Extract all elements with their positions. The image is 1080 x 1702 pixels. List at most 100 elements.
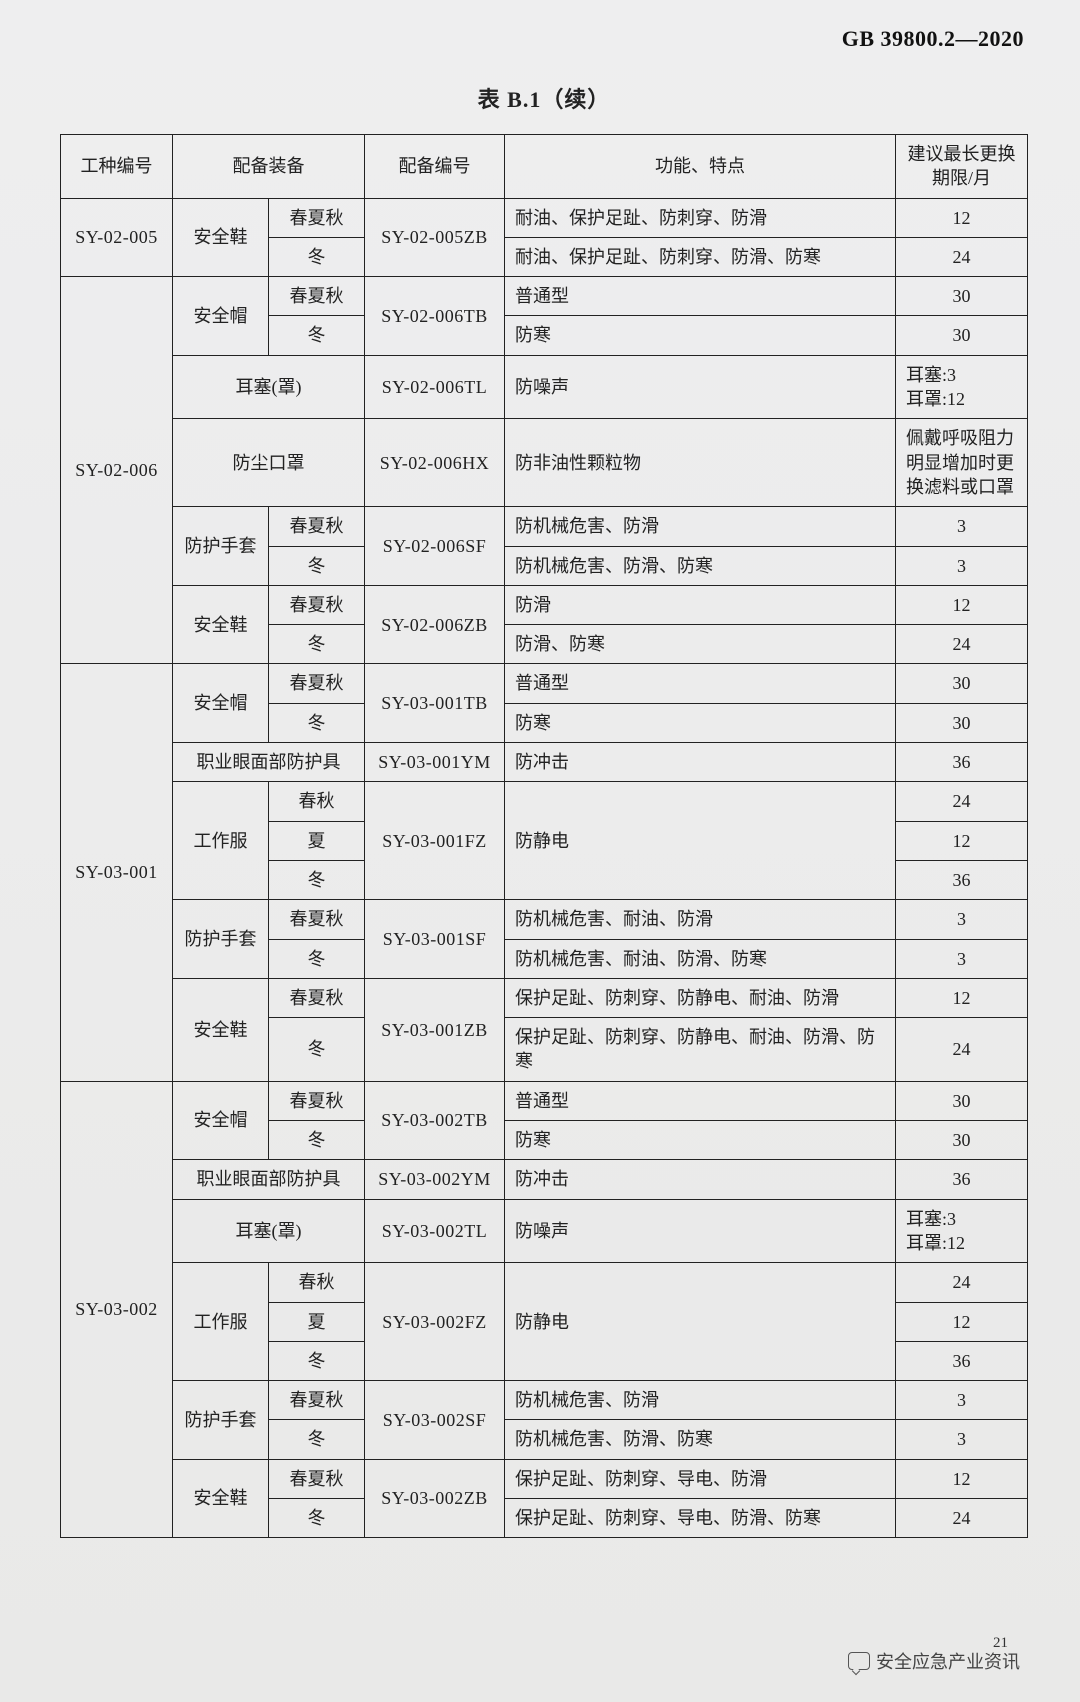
cell-equipment: 防护手套 (173, 507, 269, 586)
cell-period: 佩戴呼吸阻力明显增加时更换滤料或口罩 (896, 419, 1028, 507)
cell-season: 春夏秋 (269, 507, 365, 546)
cell-period: 30 (896, 277, 1028, 316)
th-period: 建议最长更换期限/月 (896, 135, 1028, 199)
wechat-icon (848, 1652, 870, 1670)
cell-feature: 防冲击 (505, 743, 896, 782)
cell-equipment: 防尘口罩 (173, 419, 365, 507)
cell-period: 24 (896, 1498, 1028, 1537)
cell-period: 36 (896, 743, 1028, 782)
cell-equip-code: SY-03-002FZ (365, 1263, 505, 1381)
cell-period: 12 (896, 585, 1028, 624)
cell-feature: 防机械危害、防滑 (505, 507, 896, 546)
cell-equipment: 工作服 (173, 782, 269, 900)
cell-season: 春秋 (269, 782, 365, 821)
cell-period: 24 (896, 1018, 1028, 1082)
cell-feature: 防滑、防寒 (505, 625, 896, 664)
cell-period: 3 (896, 1420, 1028, 1459)
table-row: SY-03-001安全帽春夏秋SY-03-001TB普通型30 (61, 664, 1028, 703)
cell-period: 24 (896, 782, 1028, 821)
cell-feature: 防冲击 (505, 1160, 896, 1199)
table-row: 安全鞋春夏秋SY-03-002ZB保护足趾、防刺穿、导电、防滑12 (61, 1459, 1028, 1498)
cell-season: 冬 (269, 237, 365, 276)
cell-season: 春秋 (269, 1263, 365, 1302)
cell-season: 春夏秋 (269, 664, 365, 703)
cell-equipment: 安全帽 (173, 664, 269, 743)
th-feature: 功能、特点 (505, 135, 896, 199)
cell-equip-code: SY-03-002ZB (365, 1459, 505, 1538)
cell-equipment: 安全帽 (173, 277, 269, 356)
cell-season: 冬 (269, 625, 365, 664)
cell-equip-code: SY-02-006TB (365, 277, 505, 356)
cell-feature: 防静电 (505, 1263, 896, 1381)
cell-period: 3 (896, 900, 1028, 939)
cell-feature: 普通型 (505, 664, 896, 703)
cell-feature: 防寒 (505, 316, 896, 355)
cell-period: 30 (896, 664, 1028, 703)
cell-equip-code: SY-02-006HX (365, 419, 505, 507)
cell-period: 30 (896, 316, 1028, 355)
cell-period: 24 (896, 1263, 1028, 1302)
cell-equip-code: SY-03-001SF (365, 900, 505, 979)
cell-feature: 防机械危害、耐油、防滑、防寒 (505, 939, 896, 978)
cell-period: 12 (896, 978, 1028, 1017)
cell-feature: 防噪声 (505, 1199, 896, 1263)
cell-equipment: 职业眼面部防护具 (173, 743, 365, 782)
cell-feature: 保护足趾、防刺穿、导电、防滑、防寒 (505, 1498, 896, 1537)
cell-feature: 防机械危害、防滑、防寒 (505, 1420, 896, 1459)
cell-period: 36 (896, 860, 1028, 899)
cell-equipment: 职业眼面部防护具 (173, 1160, 365, 1199)
cell-season: 冬 (269, 1420, 365, 1459)
cell-season: 春夏秋 (269, 900, 365, 939)
cell-feature: 防滑 (505, 585, 896, 624)
cell-season: 夏 (269, 1302, 365, 1341)
table-row: 安全鞋春夏秋SY-02-006ZB防滑12 (61, 585, 1028, 624)
cell-period: 36 (896, 1160, 1028, 1199)
table-row: SY-02-006安全帽春夏秋SY-02-006TB普通型30 (61, 277, 1028, 316)
table-row: 职业眼面部防护具SY-03-002YM防冲击36 (61, 1160, 1028, 1199)
cell-equipment: 耳塞(罩) (173, 1199, 365, 1263)
cell-equip-code: SY-03-002SF (365, 1381, 505, 1460)
cell-equipment: 安全鞋 (173, 1459, 269, 1538)
cell-feature: 耐油、保护足趾、防刺穿、防滑、防寒 (505, 237, 896, 276)
footer-source: 安全应急产业资讯 (848, 1648, 1020, 1674)
table-row: 防护手套春夏秋SY-03-002SF防机械危害、防滑3 (61, 1381, 1028, 1420)
table-row: 防护手套春夏秋SY-02-006SF防机械危害、防滑3 (61, 507, 1028, 546)
table-row: 防护手套春夏秋SY-03-001SF防机械危害、耐油、防滑3 (61, 900, 1028, 939)
cell-season: 春夏秋 (269, 585, 365, 624)
cell-feature: 保护足趾、防刺穿、导电、防滑 (505, 1459, 896, 1498)
cell-season: 春夏秋 (269, 1459, 365, 1498)
cell-equip-code: SY-03-002TB (365, 1081, 505, 1160)
cell-period: 3 (896, 507, 1028, 546)
cell-period: 12 (896, 198, 1028, 237)
cell-season: 春夏秋 (269, 198, 365, 237)
cell-season: 冬 (269, 1498, 365, 1537)
cell-season: 春夏秋 (269, 1081, 365, 1120)
cell-season: 冬 (269, 1121, 365, 1160)
cell-equipment: 安全鞋 (173, 978, 269, 1081)
cell-period: 30 (896, 703, 1028, 742)
equipment-table: 工种编号 配备装备 配备编号 功能、特点 建议最长更换期限/月 SY-02-00… (60, 134, 1028, 1538)
cell-period: 耳塞:3耳罩:12 (896, 355, 1028, 419)
cell-equip-code: SY-02-006SF (365, 507, 505, 586)
cell-season: 春夏秋 (269, 978, 365, 1017)
cell-feature: 保护足趾、防刺穿、防静电、耐油、防滑、防寒 (505, 1018, 896, 1082)
cell-job-code: SY-02-005 (61, 198, 173, 277)
th-job-code: 工种编号 (61, 135, 173, 199)
cell-season: 冬 (269, 1018, 365, 1082)
cell-equipment: 防护手套 (173, 1381, 269, 1460)
table-caption: 表 B.1（续） (60, 82, 1028, 114)
footer-source-text: 安全应急产业资讯 (876, 1648, 1020, 1674)
cell-equipment: 安全鞋 (173, 198, 269, 277)
cell-feature: 防非油性颗粒物 (505, 419, 896, 507)
cell-season: 冬 (269, 703, 365, 742)
cell-feature: 防寒 (505, 703, 896, 742)
page: GB 39800.2—2020 表 B.1（续） 工种编号 配备装备 配备编号 … (0, 0, 1080, 1702)
table-body: SY-02-005安全鞋春夏秋SY-02-005ZB耐油、保护足趾、防刺穿、防滑… (61, 198, 1028, 1538)
table-row: SY-03-002安全帽春夏秋SY-03-002TB普通型30 (61, 1081, 1028, 1120)
cell-season: 冬 (269, 1341, 365, 1380)
table-row: 防尘口罩SY-02-006HX防非油性颗粒物佩戴呼吸阻力明显增加时更换滤料或口罩 (61, 419, 1028, 507)
cell-equipment: 防护手套 (173, 900, 269, 979)
cell-feature: 防噪声 (505, 355, 896, 419)
cell-period: 12 (896, 1459, 1028, 1498)
cell-feature: 防机械危害、防滑 (505, 1381, 896, 1420)
